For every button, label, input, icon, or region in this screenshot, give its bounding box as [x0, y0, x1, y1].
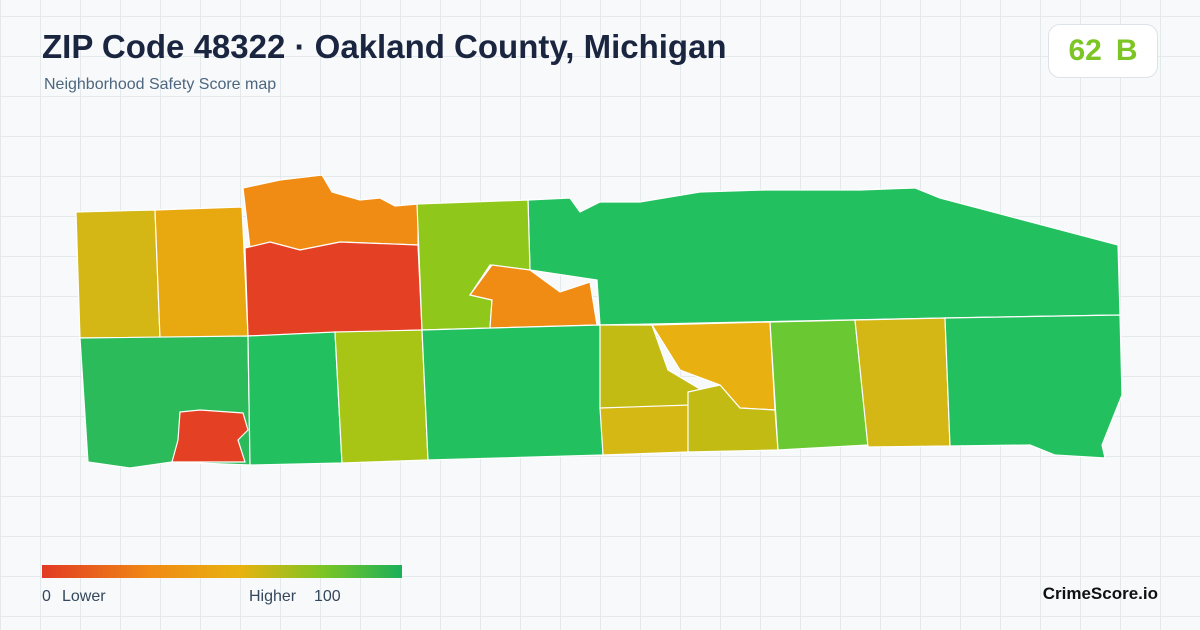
- region: [854, 317, 951, 448]
- subtitle: Neighborhood Safety Score map: [44, 76, 277, 93]
- legend-bar: [42, 565, 402, 578]
- region: [75, 209, 161, 339]
- legend-max: 100: [314, 588, 341, 605]
- region: [769, 319, 869, 451]
- legend-min-label: Lower: [62, 588, 106, 605]
- legend-min: 0: [42, 588, 51, 605]
- grade: B: [1115, 34, 1138, 67]
- region: [944, 314, 1123, 459]
- score-badge: 62 B: [1048, 24, 1158, 78]
- region: [244, 241, 423, 337]
- region: [171, 409, 249, 463]
- region: [242, 174, 419, 251]
- brand: CrimeScore.io: [1042, 584, 1158, 603]
- region: [247, 331, 343, 466]
- title: ZIP Code 48322 · Oakland County, Michiga…: [42, 28, 727, 65]
- region: [599, 404, 691, 456]
- region: [421, 324, 604, 461]
- score: 62: [1068, 34, 1102, 67]
- region: [154, 206, 249, 339]
- region: [334, 329, 429, 464]
- region: [527, 187, 1121, 326]
- legend-max-label: Higher: [249, 588, 297, 605]
